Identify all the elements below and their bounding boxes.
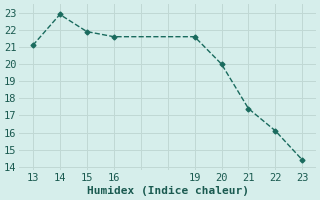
X-axis label: Humidex (Indice chaleur): Humidex (Indice chaleur)	[87, 186, 249, 196]
